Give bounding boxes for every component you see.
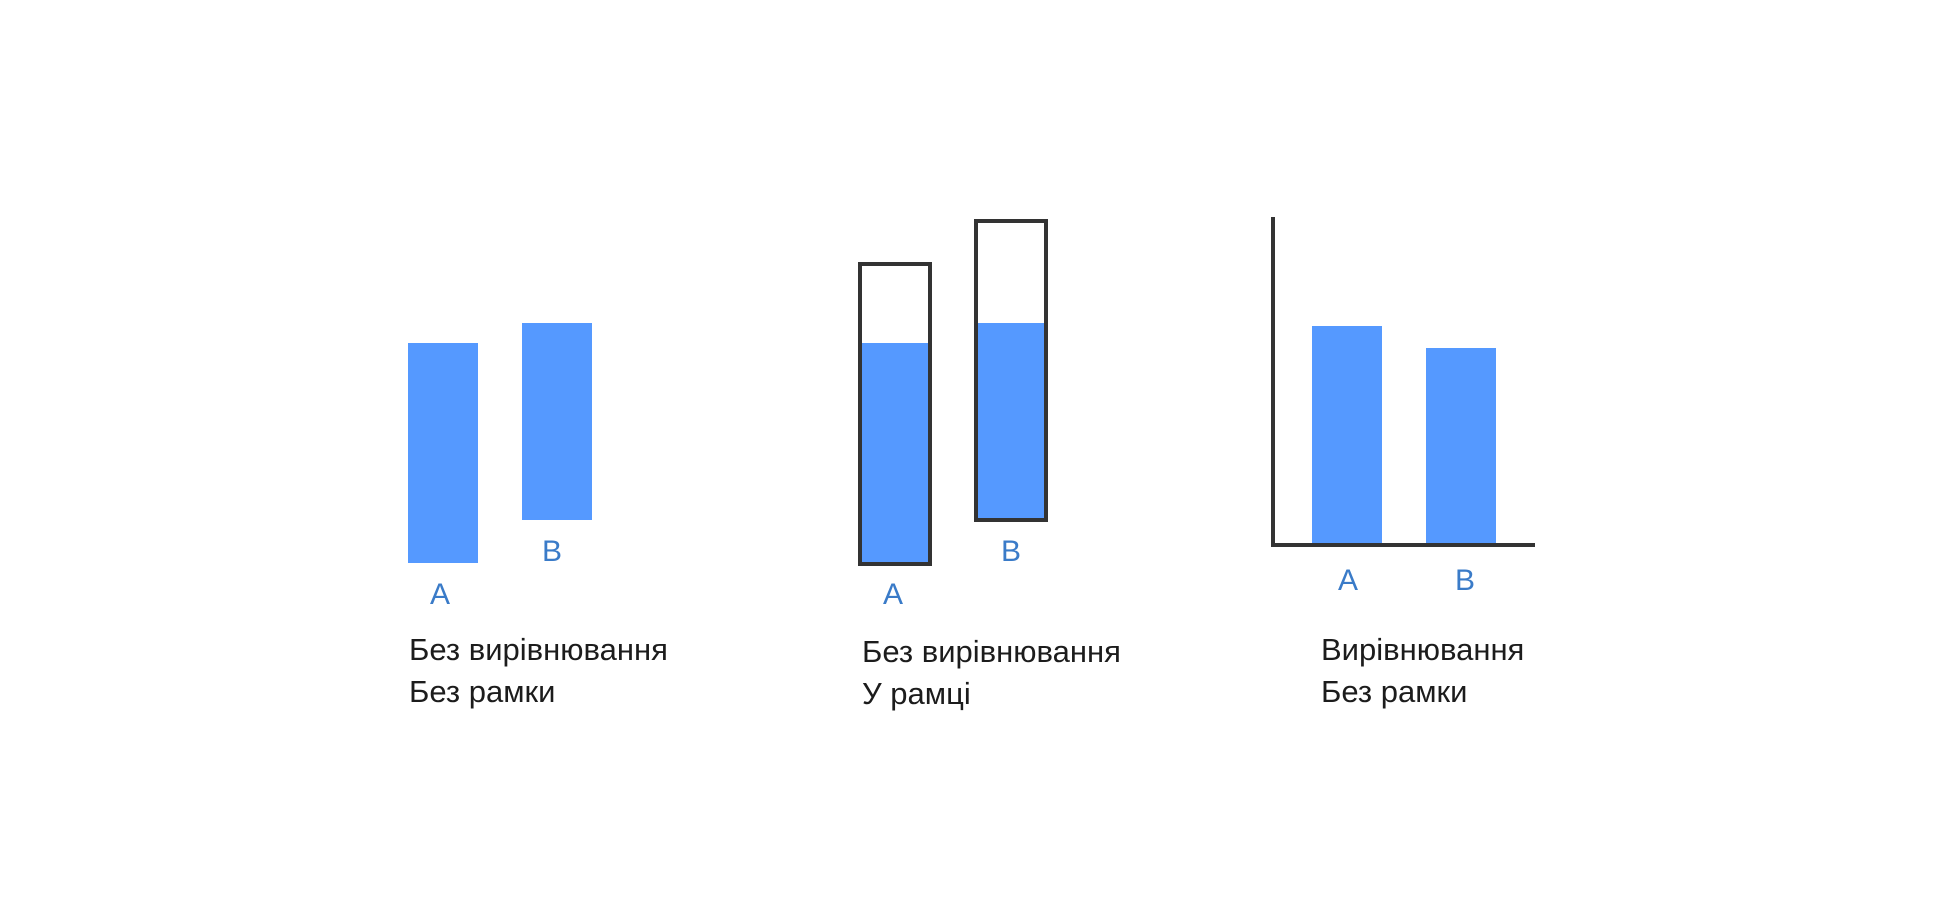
bar-b-label: B — [1001, 535, 1021, 568]
panel-unaligned-unframed: A B — [408, 323, 592, 611]
caption-line-2: Без рамки — [1321, 674, 1468, 709]
bar-a — [408, 343, 478, 563]
caption-line-2: У рамці — [862, 676, 971, 711]
bar-b-label: B — [542, 535, 562, 568]
bar-b-label: B — [1455, 564, 1475, 597]
caption-line-1: Без вирівнювання — [862, 634, 1121, 669]
bar-b — [976, 323, 1046, 520]
panel-unaligned-framed: A B — [858, 219, 1048, 611]
bar-a-label: A — [1338, 564, 1358, 597]
bar-a — [1312, 326, 1382, 545]
bar-a — [860, 343, 930, 564]
caption-panel-2: Без вирівнювання У рамці — [862, 631, 1121, 715]
bar-b — [522, 323, 592, 520]
panel-aligned-unframed: A B — [1271, 217, 1535, 597]
bar-a-label: A — [430, 578, 450, 611]
caption-line-2: Без рамки — [409, 674, 556, 709]
frame-a — [858, 262, 932, 566]
caption-panel-3: Вирівнювання Без рамки — [1321, 629, 1524, 713]
caption-panel-1: Без вирівнювання Без рамки — [409, 629, 668, 713]
caption-line-1: Без вирівнювання — [409, 632, 668, 667]
bar-b — [1426, 348, 1496, 545]
caption-line-1: Вирівнювання — [1321, 632, 1525, 667]
bar-a-label: A — [883, 578, 903, 611]
frame-b — [974, 219, 1048, 522]
